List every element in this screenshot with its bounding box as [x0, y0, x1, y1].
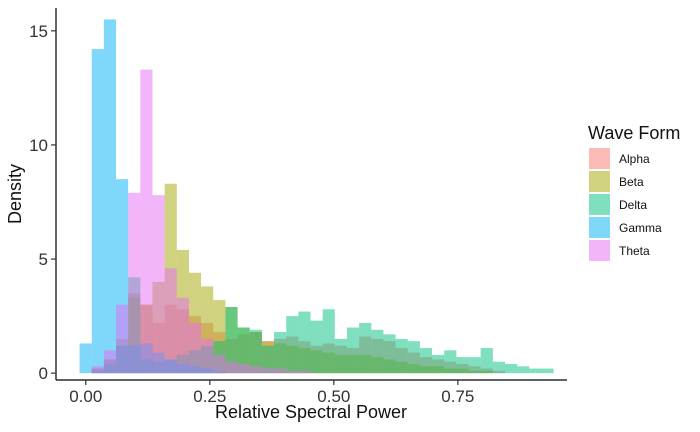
bar-delta-14 [249, 329, 262, 374]
bar-theta-15 [261, 368, 275, 374]
bar-delta-25 [383, 334, 396, 374]
bar-gamma-0 [79, 343, 92, 374]
bar-delta-18 [298, 311, 311, 374]
bar-theta-6 [152, 195, 165, 374]
bar-delta-24 [371, 329, 384, 374]
bar-theta-1 [91, 366, 104, 374]
legend-key-gamma [589, 217, 610, 238]
bar-theta-14 [249, 366, 262, 374]
legend-key-delta [589, 194, 610, 215]
legend: Wave Form Alpha Beta Delta Gamma Theta [588, 123, 680, 261]
legend-key-theta [589, 240, 610, 261]
bar-delta-12 [225, 306, 238, 374]
bar-delta-38 [541, 368, 554, 374]
bar-theta-9 [188, 322, 202, 374]
bar-delta-37 [529, 368, 542, 374]
bar-delta-36 [517, 366, 530, 374]
bar-theta-3 [116, 304, 129, 374]
bar-delta-30 [444, 350, 457, 374]
bar-theta-11 [213, 354, 226, 374]
bar-delta-19 [310, 320, 323, 374]
bar-delta-26 [395, 338, 408, 374]
bar-theta-5 [140, 69, 153, 374]
bar-delta-34 [492, 361, 505, 374]
y-tick-label: 0 [39, 364, 48, 383]
bar-delta-17 [286, 316, 299, 374]
bar-delta-29 [432, 354, 445, 374]
y-axis-ticks: 0 5 10 15 [29, 22, 56, 383]
x-tick-label: 0.75 [441, 387, 474, 406]
bar-delta-27 [407, 341, 420, 374]
bar-delta-22 [346, 327, 360, 374]
bar-delta-23 [359, 322, 372, 374]
bar-delta-15 [261, 345, 275, 374]
bar-delta-35 [504, 364, 518, 374]
bar-theta-16 [274, 368, 287, 374]
legend-label-theta: Theta [619, 244, 650, 258]
legend-label-beta: Beta [619, 175, 644, 189]
y-tick-label: 10 [29, 136, 48, 155]
y-tick-label: 5 [39, 250, 48, 269]
bar-gamma-2 [103, 19, 117, 374]
y-axis-title: Density [5, 164, 25, 224]
x-tick-label: 0.50 [317, 387, 350, 406]
bar-delta-32 [468, 357, 481, 374]
bar-delta-31 [456, 357, 469, 374]
bar-theta-4 [128, 192, 141, 374]
bar-theta-10 [201, 338, 214, 374]
bar-theta-8 [176, 297, 189, 374]
bar-delta-16 [274, 332, 287, 374]
bar-delta-21 [334, 338, 347, 374]
bar-theta-2 [103, 350, 117, 374]
legend-label-alpha: Alpha [619, 152, 650, 166]
bar-delta-13 [237, 327, 250, 374]
bar-theta-12 [225, 361, 238, 374]
x-tick-label: 0.25 [193, 387, 226, 406]
legend-key-beta [589, 171, 610, 192]
legend-label-delta: Delta [619, 198, 647, 212]
bar-theta-17 [286, 370, 299, 374]
bar-delta-28 [419, 348, 433, 374]
x-axis-title: Relative Spectral Power [215, 402, 407, 422]
x-tick-label: 0.00 [69, 387, 102, 406]
legend-label-gamma: Gamma [619, 221, 662, 235]
histogram-bars [79, 19, 554, 374]
y-tick-label: 15 [29, 22, 48, 41]
bar-theta-7 [164, 268, 177, 374]
bar-gamma-1 [91, 49, 104, 374]
bar-delta-33 [480, 348, 493, 374]
bar-theta-18 [298, 370, 311, 374]
legend-title: Wave Form [588, 123, 680, 143]
bar-theta-13 [237, 364, 250, 374]
x-axis-ticks: 0.00 0.25 0.50 0.75 [69, 380, 474, 406]
axes [55, 8, 567, 381]
series-theta [91, 69, 311, 374]
bar-delta-20 [322, 309, 335, 374]
legend-key-alpha [589, 148, 610, 169]
